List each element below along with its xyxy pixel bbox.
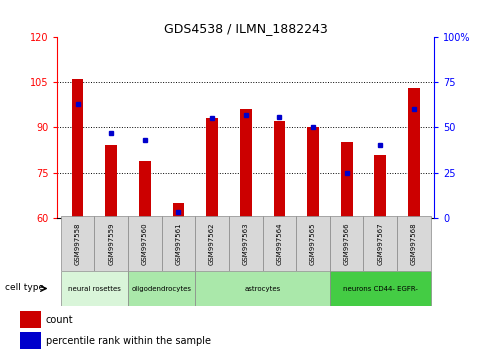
- FancyBboxPatch shape: [128, 216, 162, 271]
- Bar: [273, 121, 285, 218]
- FancyBboxPatch shape: [195, 271, 330, 306]
- Bar: [72, 79, 83, 218]
- Text: oligodendrocytes: oligodendrocytes: [132, 286, 192, 291]
- FancyBboxPatch shape: [61, 271, 128, 306]
- Bar: [240, 109, 251, 218]
- Text: neurons CD44- EGFR-: neurons CD44- EGFR-: [343, 286, 418, 291]
- Text: GSM997563: GSM997563: [243, 222, 249, 265]
- Text: GSM997567: GSM997567: [377, 222, 383, 265]
- Text: count: count: [46, 315, 73, 325]
- Text: cell type: cell type: [4, 283, 44, 292]
- Text: GSM997559: GSM997559: [108, 222, 114, 265]
- Text: GSM997566: GSM997566: [344, 222, 350, 265]
- FancyBboxPatch shape: [330, 216, 363, 271]
- FancyBboxPatch shape: [296, 216, 330, 271]
- Bar: [19, 332, 41, 349]
- Text: GSM997558: GSM997558: [74, 222, 80, 265]
- FancyBboxPatch shape: [229, 216, 262, 271]
- FancyBboxPatch shape: [195, 216, 229, 271]
- Bar: [374, 154, 386, 218]
- FancyBboxPatch shape: [128, 271, 195, 306]
- FancyBboxPatch shape: [397, 216, 431, 271]
- Text: GSM997564: GSM997564: [276, 222, 282, 265]
- Text: percentile rank within the sample: percentile rank within the sample: [46, 336, 211, 346]
- FancyBboxPatch shape: [330, 271, 431, 306]
- FancyBboxPatch shape: [162, 216, 195, 271]
- Text: GSM997568: GSM997568: [411, 222, 417, 265]
- FancyBboxPatch shape: [94, 216, 128, 271]
- Text: GSM997562: GSM997562: [209, 222, 215, 265]
- Text: GSM997560: GSM997560: [142, 222, 148, 265]
- FancyBboxPatch shape: [61, 216, 94, 271]
- Bar: [105, 145, 117, 218]
- Text: neural rosettes: neural rosettes: [68, 286, 121, 291]
- Text: GSM997565: GSM997565: [310, 222, 316, 265]
- Bar: [139, 161, 151, 218]
- FancyBboxPatch shape: [262, 216, 296, 271]
- Bar: [408, 88, 420, 218]
- Bar: [307, 127, 319, 218]
- Text: astrocytes: astrocytes: [245, 286, 281, 291]
- Bar: [206, 118, 218, 218]
- Title: GDS4538 / ILMN_1882243: GDS4538 / ILMN_1882243: [164, 22, 328, 35]
- FancyBboxPatch shape: [363, 216, 397, 271]
- Bar: [19, 311, 41, 328]
- Text: GSM997561: GSM997561: [176, 222, 182, 265]
- Bar: [173, 202, 184, 218]
- Bar: [341, 143, 353, 218]
